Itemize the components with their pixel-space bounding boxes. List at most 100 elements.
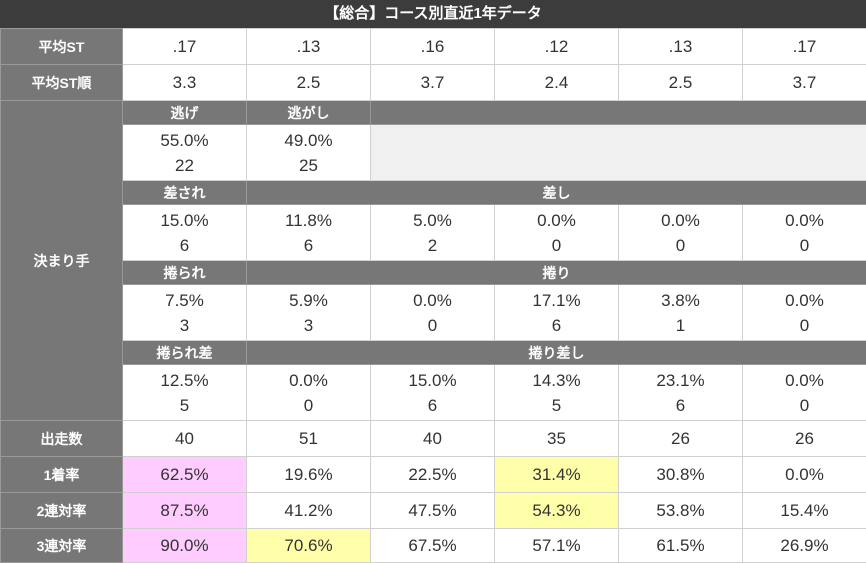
value-cell: 0.0%0 bbox=[247, 365, 371, 421]
value-cell: .12 bbox=[495, 29, 619, 65]
value-line: 0.0% bbox=[743, 288, 866, 313]
value-line: 0 bbox=[619, 233, 742, 258]
value-line: 6 bbox=[123, 233, 246, 258]
sub-header-row: 差され差し bbox=[1, 181, 866, 205]
value-line: 3 bbox=[123, 313, 246, 338]
value-line: 0.0% bbox=[247, 368, 370, 393]
value-line: 3.8% bbox=[619, 288, 742, 313]
value-line: 0 bbox=[495, 233, 618, 258]
value-cell: 57.1% bbox=[495, 529, 619, 563]
value-cell: 62.5% bbox=[123, 457, 247, 493]
row-label: 決まり手 bbox=[1, 101, 123, 421]
value-cell: 26 bbox=[619, 421, 743, 457]
sub-header: 捲り bbox=[247, 261, 866, 285]
value-cell: .13 bbox=[247, 29, 371, 65]
value-line: 0 bbox=[247, 393, 370, 418]
row-label: 平均ST順 bbox=[1, 65, 123, 101]
value-cell: 26 bbox=[743, 421, 866, 457]
value-cell: 54.3% bbox=[495, 493, 619, 529]
value-cell: 30.8% bbox=[619, 457, 743, 493]
value-cell: 49.0%25 bbox=[247, 125, 371, 181]
value-line: 49.0% bbox=[247, 128, 370, 153]
value-cell: 2.4 bbox=[495, 65, 619, 101]
row: 平均ST.17.13.16.12.13.17 bbox=[1, 29, 866, 65]
value-cell: 12.5%5 bbox=[123, 365, 247, 421]
value-cell: 0.0%0 bbox=[743, 205, 866, 261]
value-line: 6 bbox=[495, 313, 618, 338]
value-cell: 23.1%6 bbox=[619, 365, 743, 421]
value-cell: 0.0%0 bbox=[619, 205, 743, 261]
row-label: 出走数 bbox=[1, 421, 123, 457]
value-cell: 35 bbox=[495, 421, 619, 457]
value-line: 3 bbox=[247, 313, 370, 338]
value-cell: 47.5% bbox=[371, 493, 495, 529]
value-cell: 61.5% bbox=[619, 529, 743, 563]
value-line: 0.0% bbox=[495, 208, 618, 233]
sub-header-row: 捲られ捲り bbox=[1, 261, 866, 285]
value-cell: 3.7 bbox=[743, 65, 866, 101]
value-line: 0.0% bbox=[743, 368, 866, 393]
sub-header: 差され bbox=[123, 181, 247, 205]
value-line: 17.1% bbox=[495, 288, 618, 313]
value-cell: 26.9% bbox=[743, 529, 866, 563]
value-cell: 2.5 bbox=[619, 65, 743, 101]
value-line: 0 bbox=[743, 233, 866, 258]
value-cell: 55.0%22 bbox=[123, 125, 247, 181]
value-cell: 53.8% bbox=[619, 493, 743, 529]
value-cell: .16 bbox=[371, 29, 495, 65]
row-label: 平均ST bbox=[1, 29, 123, 65]
value-cell: 0.0%0 bbox=[743, 285, 866, 341]
value-cell: 51 bbox=[247, 421, 371, 457]
value-cell: 22.5% bbox=[371, 457, 495, 493]
row-label: 2連対率 bbox=[1, 493, 123, 529]
value-line: 6 bbox=[247, 233, 370, 258]
value-cell: 5.0%2 bbox=[371, 205, 495, 261]
value-cell: 31.4% bbox=[495, 457, 619, 493]
sub-header-row: 決まり手逃げ逃がし bbox=[1, 101, 866, 125]
value-cell: 90.0% bbox=[123, 529, 247, 563]
value-cell: 0.0%0 bbox=[743, 365, 866, 421]
value-line: 6 bbox=[619, 393, 742, 418]
value-cell: 3.7 bbox=[371, 65, 495, 101]
value-cell: 40 bbox=[123, 421, 247, 457]
value-line: 7.5% bbox=[123, 288, 246, 313]
row-label: 3連対率 bbox=[1, 529, 123, 563]
value-cell: 87.5% bbox=[123, 493, 247, 529]
value-cell: 40 bbox=[371, 421, 495, 457]
sub-header: 逃げ bbox=[123, 101, 247, 125]
value-cell: 67.5% bbox=[371, 529, 495, 563]
value-cell: 19.6% bbox=[247, 457, 371, 493]
value-cell: 7.5%3 bbox=[123, 285, 247, 341]
value-line: 0.0% bbox=[371, 288, 494, 313]
value-line: 5.9% bbox=[247, 288, 370, 313]
sub-header: 捲られ差 bbox=[123, 341, 247, 365]
value-line: 0.0% bbox=[619, 208, 742, 233]
value-line: 11.8% bbox=[247, 208, 370, 233]
value-cell: 3.8%1 bbox=[619, 285, 743, 341]
value-cell: .13 bbox=[619, 29, 743, 65]
title-bar: 【総合】コース別直近1年データ bbox=[0, 0, 866, 28]
value-cell: 41.2% bbox=[247, 493, 371, 529]
sub-header: 捲り差し bbox=[247, 341, 866, 365]
value-line: 55.0% bbox=[123, 128, 246, 153]
value-cell: .17 bbox=[123, 29, 247, 65]
sub-header: 差し bbox=[247, 181, 866, 205]
value-line: 12.5% bbox=[123, 368, 246, 393]
value-line: 0 bbox=[743, 313, 866, 338]
value-cell: 0.0%0 bbox=[371, 285, 495, 341]
value-line: 22 bbox=[123, 153, 246, 178]
value-line: 5 bbox=[495, 393, 618, 418]
value-line: 23.1% bbox=[619, 368, 742, 393]
value-cell: 5.9%3 bbox=[247, 285, 371, 341]
sub-header-filler bbox=[371, 101, 866, 125]
